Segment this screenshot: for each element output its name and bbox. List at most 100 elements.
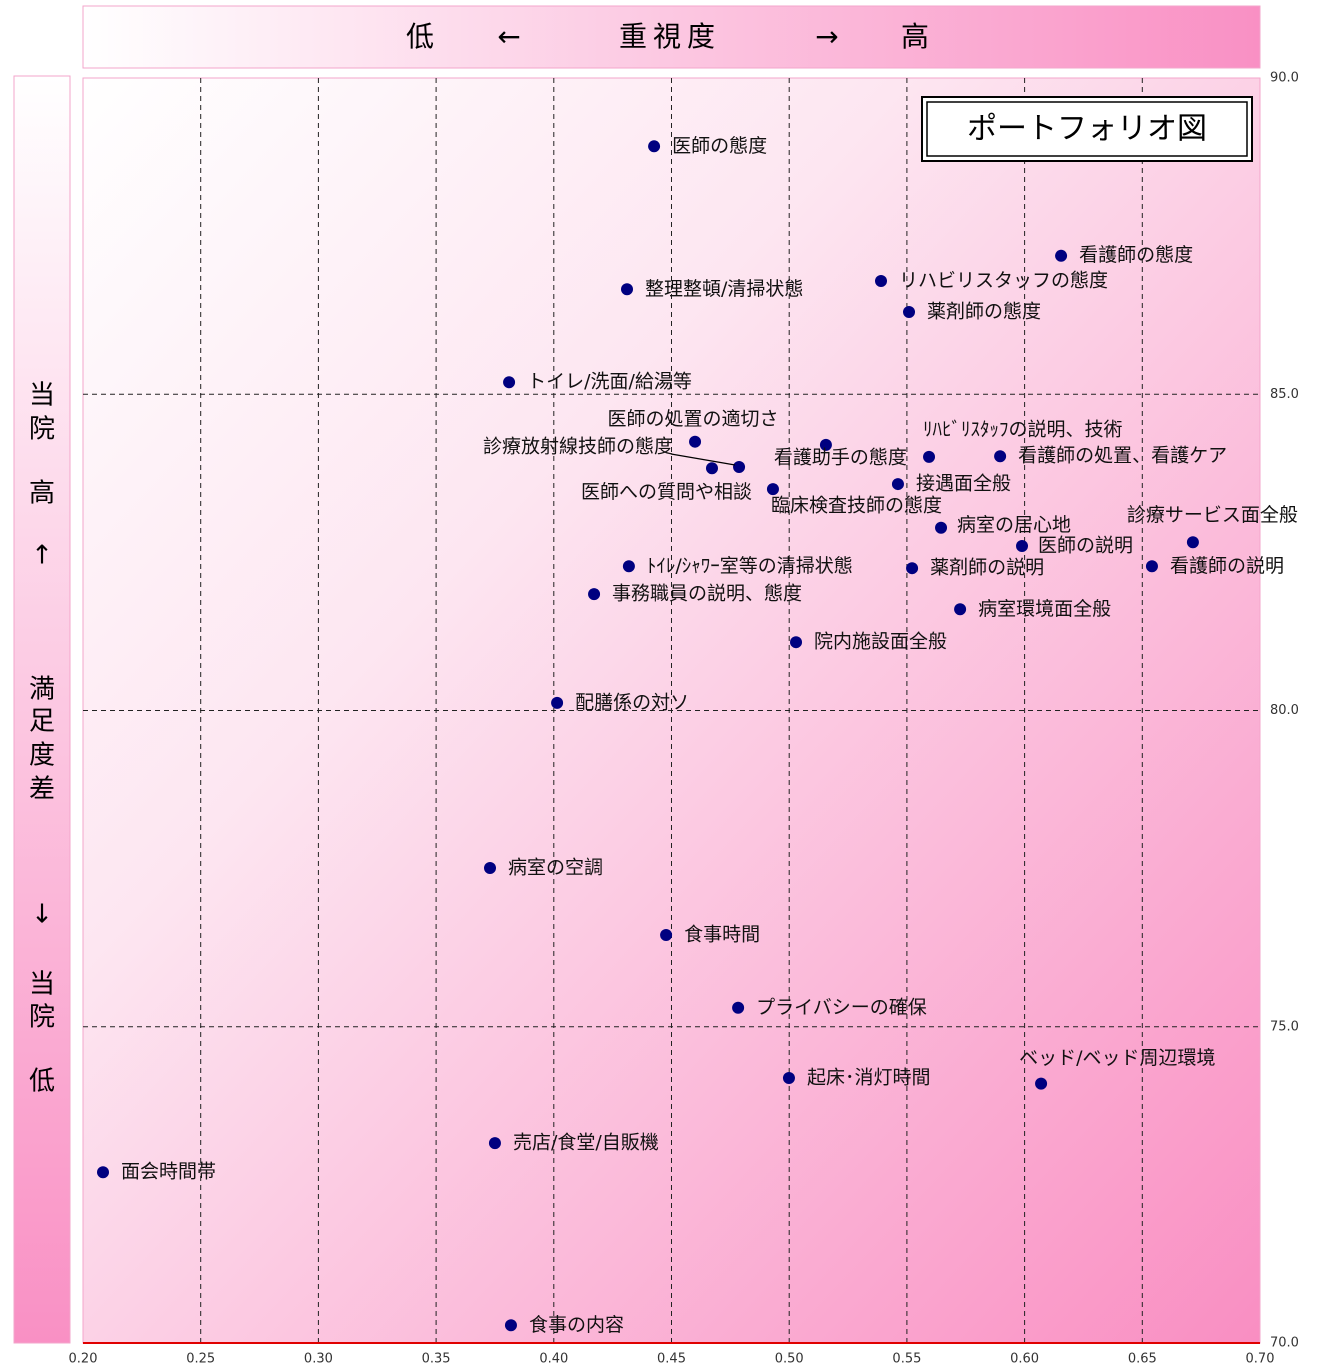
y-tick-label: 70.0 xyxy=(1270,1336,1299,1351)
title-box xyxy=(921,96,1253,162)
y-header-text: ↑ xyxy=(31,541,53,571)
y-tick-label: 75.0 xyxy=(1270,1019,1299,1034)
point xyxy=(994,450,1007,463)
point-label: 病室の空調 xyxy=(508,856,603,878)
point xyxy=(97,1166,110,1179)
title-box-inner xyxy=(926,101,1248,157)
point xyxy=(790,636,803,649)
point-label: プライバシーの確保 xyxy=(756,996,927,1018)
point xyxy=(1186,536,1199,549)
point-label: 病室の居心地 xyxy=(957,514,1071,536)
point xyxy=(503,376,516,389)
point xyxy=(923,450,936,463)
y-tick-label: 80.0 xyxy=(1270,703,1299,718)
x-tick-label: 0.35 xyxy=(422,1352,451,1367)
point xyxy=(1145,560,1158,573)
y-header-text: 院 xyxy=(29,415,55,445)
point xyxy=(689,435,702,448)
point-label: 売店/食堂/自販機 xyxy=(513,1132,659,1154)
point-label: 看護師の処置、看護ケア xyxy=(1018,445,1227,467)
x-tick-label: 0.55 xyxy=(892,1352,921,1367)
point-label: 食事時間 xyxy=(684,924,760,946)
y-header-text: 低 xyxy=(29,1067,55,1097)
point-label: 事務職員の説明、態度 xyxy=(612,583,802,605)
x-tick-label: 0.50 xyxy=(775,1352,804,1367)
point-label: ベッド/ベッド周辺環境 xyxy=(1019,1047,1215,1069)
point xyxy=(488,1137,501,1150)
point-label: 病室環境面全般 xyxy=(978,598,1111,620)
point-label: 起床･消灯時間 xyxy=(807,1066,931,1088)
point xyxy=(551,696,564,709)
point-label: 医師の処置の適切さ xyxy=(608,408,779,430)
point-label: 薬剤師の態度 xyxy=(927,301,1041,323)
x-tick-label: 0.60 xyxy=(1010,1352,1039,1367)
point xyxy=(891,478,904,491)
x-tick-label: 0.65 xyxy=(1128,1352,1157,1367)
y-header-text: 足 xyxy=(29,707,55,737)
point-label: 看護師の態度 xyxy=(1079,244,1193,266)
x-tick-label: 0.20 xyxy=(69,1352,98,1367)
point xyxy=(622,560,635,573)
point xyxy=(588,588,601,601)
y-header-text: 当 xyxy=(29,970,55,1000)
leader-line xyxy=(670,453,736,466)
y-header-text: 高 xyxy=(29,479,55,509)
point xyxy=(504,1319,517,1332)
point-label: 整理整頓/清掃状態 xyxy=(645,278,803,300)
x-header-text: 低 xyxy=(406,20,440,53)
point xyxy=(782,1071,795,1084)
point xyxy=(766,483,779,496)
x-tick-label: 0.40 xyxy=(539,1352,568,1367)
point xyxy=(906,562,919,575)
point xyxy=(954,603,967,616)
point xyxy=(660,929,673,942)
point-label: 診療放射線技師の態度 xyxy=(483,435,673,457)
point-label: 診療サービス面全般 xyxy=(1127,504,1298,526)
x-header-text: 重視度 xyxy=(619,20,721,53)
point-label: 看護助手の態度 xyxy=(774,446,907,468)
point xyxy=(875,275,888,288)
point xyxy=(1016,540,1029,553)
x-tick-label: 0.25 xyxy=(186,1352,215,1367)
y-tick-label: 85.0 xyxy=(1270,387,1299,402)
point-label: 医師の説明 xyxy=(1038,535,1133,557)
y-header-band xyxy=(13,75,71,1344)
x-tick-label: 0.70 xyxy=(1246,1352,1275,1367)
y-header-text: 院 xyxy=(29,1003,55,1033)
point xyxy=(733,460,746,473)
point-label: リハビリスタッフの態度 xyxy=(899,270,1108,292)
point-label: 接遇面全般 xyxy=(916,473,1011,495)
point-label: 食事の内容 xyxy=(529,1314,624,1336)
point xyxy=(621,283,634,296)
point-label: 院内施設面全般 xyxy=(814,631,947,653)
x-tick-label: 0.30 xyxy=(304,1352,333,1367)
x-tick-label: 0.45 xyxy=(657,1352,686,1367)
chart-title: ポートフォリオ図 xyxy=(967,112,1207,147)
point xyxy=(819,438,832,451)
point xyxy=(935,521,948,534)
point-label: 面会時間帯 xyxy=(121,1161,216,1183)
point xyxy=(705,462,718,475)
point-label: ﾘﾊﾋﾞﾘｽﾀｯﾌの説明、技術 xyxy=(923,418,1123,440)
point xyxy=(1055,249,1068,262)
y-header-text: 当 xyxy=(29,381,55,411)
point-label: 薬剤師の説明 xyxy=(930,557,1044,579)
point-label: トイレ/洗面/給湯等 xyxy=(527,371,692,393)
y-tick-label: 90.0 xyxy=(1270,71,1299,86)
point-label: ﾄｲﾚ/ｼｬﾜｰ室等の清掃状態 xyxy=(647,555,853,577)
point xyxy=(648,140,661,153)
x-header-text: ← xyxy=(497,20,526,53)
point-label: 臨床検査技師の態度 xyxy=(771,495,942,517)
x-header-band xyxy=(82,5,1261,69)
y-header-text: 満 xyxy=(29,675,55,705)
point xyxy=(484,861,497,874)
point-label: 看護師の説明 xyxy=(1170,555,1284,577)
point-label: 配膳係の対ソ xyxy=(575,691,689,713)
x-header-text: 高 xyxy=(901,20,935,53)
point xyxy=(903,306,916,319)
point-label: 医師への質問や相談 xyxy=(581,481,752,503)
point xyxy=(732,1001,745,1014)
point-label: 医師の態度 xyxy=(672,135,767,157)
y-header-text: 差 xyxy=(29,775,55,805)
